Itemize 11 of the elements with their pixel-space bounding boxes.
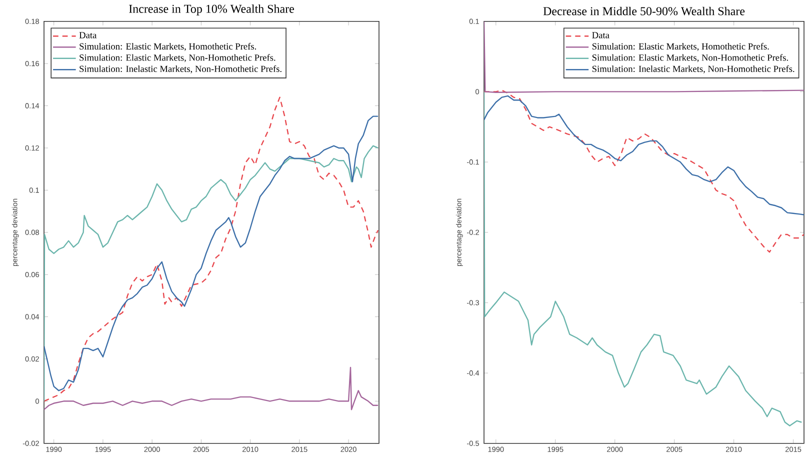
chart-title: Decrease in Middle 50-90% Wealth Share [543, 6, 745, 16]
legend-label: Data [592, 32, 610, 38]
legend-label: Simulation: Elastic Markets, Homothetic Prefs. [80, 42, 256, 51]
legend-label: Data [79, 32, 97, 38]
legend-label: Simulation: Elastic Markets, Non-Homothetic Prefs. [80, 54, 276, 62]
chart-title: Increase in Top 10% Wealth Share [129, 4, 294, 16]
legend-label: Simulation: Inelastic Markets, Non-Homothetic Prefs. [592, 65, 794, 74]
line-series [484, 95, 804, 216]
legend-label: Simulation: Inelastic Markets, Non-Homothetic Prefs. [80, 65, 282, 74]
legend-label: Simulation: Elastic Markets, Non-Homothetic Prefs. [592, 54, 788, 62]
legend-label: Simulation: Elastic Markets, Homothetic Prefs. [592, 42, 769, 51]
